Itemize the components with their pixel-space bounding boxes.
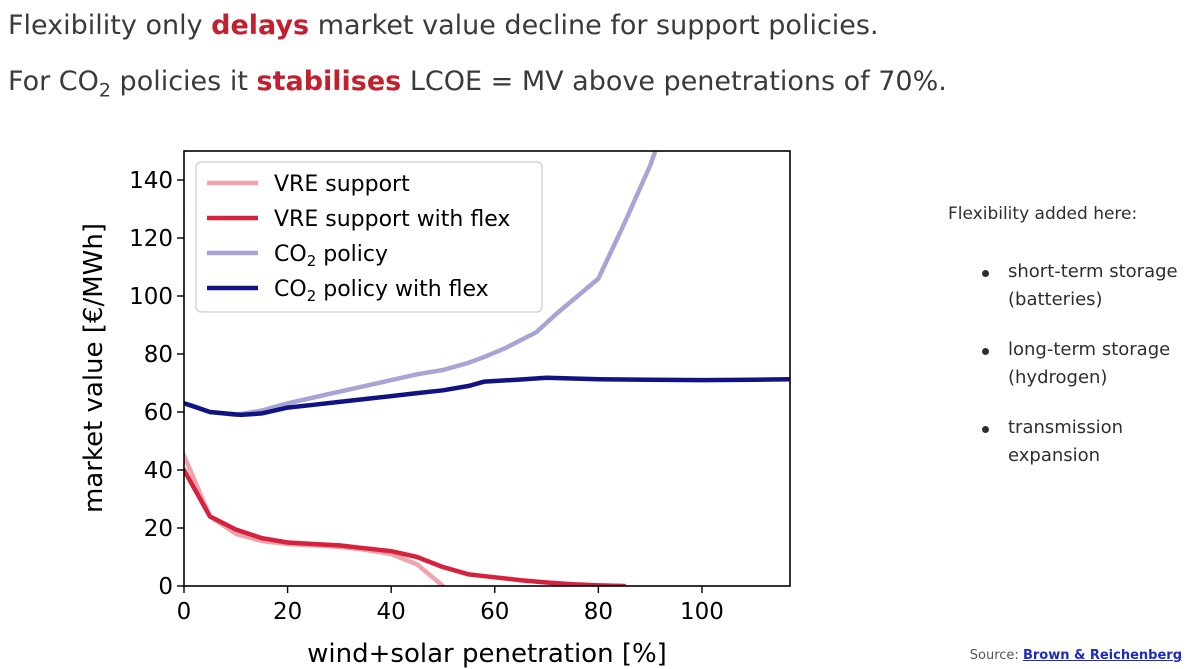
y-tick-label: 40 [144,458,173,484]
headline-emphasis: delays [211,10,310,41]
headline-subscript: 2 [98,79,111,102]
y-axis-label: market value [€/MWh] [79,223,109,513]
legend-entry: CO2 policy with flex [274,277,489,305]
flexibility-notes: Flexibility added here: short-term stora… [948,204,1198,492]
list-item-detail: (batteries) [1008,289,1103,310]
headline-text: Flexibility only [8,10,212,41]
sidebar-title: Flexibility added here: [948,204,1138,224]
list-item-detail: (hydrogen) [1008,367,1108,388]
list-item-detail: expansion [1008,445,1101,466]
x-axis-label: wind+solar penetration [%] [307,639,667,669]
list-item-text: transmission [1008,417,1123,438]
legend-label: VRE support with flex [274,207,510,232]
legend-box [195,161,543,313]
headline-text: market value decline for support policie… [309,10,879,41]
y-tick-label: 100 [129,284,173,310]
x-tick-label: 20 [273,599,302,625]
bullet-icon [982,270,989,277]
legend-entry: CO2 policy [274,242,388,270]
y-tick-label: 0 [158,574,173,600]
x-tick-label: 100 [680,599,724,625]
series-line-3 [184,375,790,418]
source-label: Source: [969,648,1019,663]
list-item: transmission expansion [982,414,1198,470]
y-tick-label: 80 [144,342,173,368]
bullet-icon [982,348,989,355]
legend-label: CO [274,277,307,302]
source-citation: Source: Brown & Reichenberg [970,648,1182,663]
y-tick-label: 60 [144,400,173,426]
legend-entry: VRE support [274,172,410,197]
list-item: long-term storage (hydrogen) [982,336,1198,392]
x-tick-label: 60 [480,599,509,625]
y-tick-label: 20 [144,516,173,542]
x-tick-label: 40 [377,599,406,625]
headline-text: LCOE = MV above penetrations of 70%. [401,66,947,97]
legend-label: policy with flex [316,277,488,302]
headline-text: policies it [110,66,257,97]
axis-ticks: 0 20 40 60 80 100 0 20 40 60 80 100 120 140 [129,168,724,625]
legend-subscript: 2 [307,252,317,270]
legend-entry: VRE support with flex [274,207,510,232]
headline-market-value: Flexibility only delays market value dec… [8,10,879,41]
x-tick-label: 0 [177,599,192,625]
series-line-1 [184,467,627,586]
y-tick-label: 140 [129,168,173,194]
list-item-text: long-term storage [1008,339,1171,360]
plot-frame [183,150,791,587]
headline-co2-policies: For CO2 policies it stabilises LCOE = MV… [8,66,947,101]
series-layer [184,151,790,586]
legend-label: VRE support [274,172,410,197]
y-tick-label: 120 [129,226,173,252]
headline-text: For CO [8,66,99,97]
bullet-icon [982,426,989,433]
list-item-text: short-term storage [1008,261,1178,282]
legend-subscript: 2 [307,287,317,305]
legend-label: CO [274,242,307,267]
x-tick-label: 80 [584,599,613,625]
market-value-chart: 0 20 40 60 80 100 0 20 40 60 80 100 120 140 wind+sola… [79,150,791,669]
source-link[interactable]: Brown & Reichenberg [1022,648,1182,663]
legend-label: policy [316,242,388,267]
headline-emphasis: stabilises [256,66,402,97]
flexibility-list: short-term storage (batteries) long-term … [948,258,1198,470]
list-item: short-term storage (batteries) [982,258,1198,314]
